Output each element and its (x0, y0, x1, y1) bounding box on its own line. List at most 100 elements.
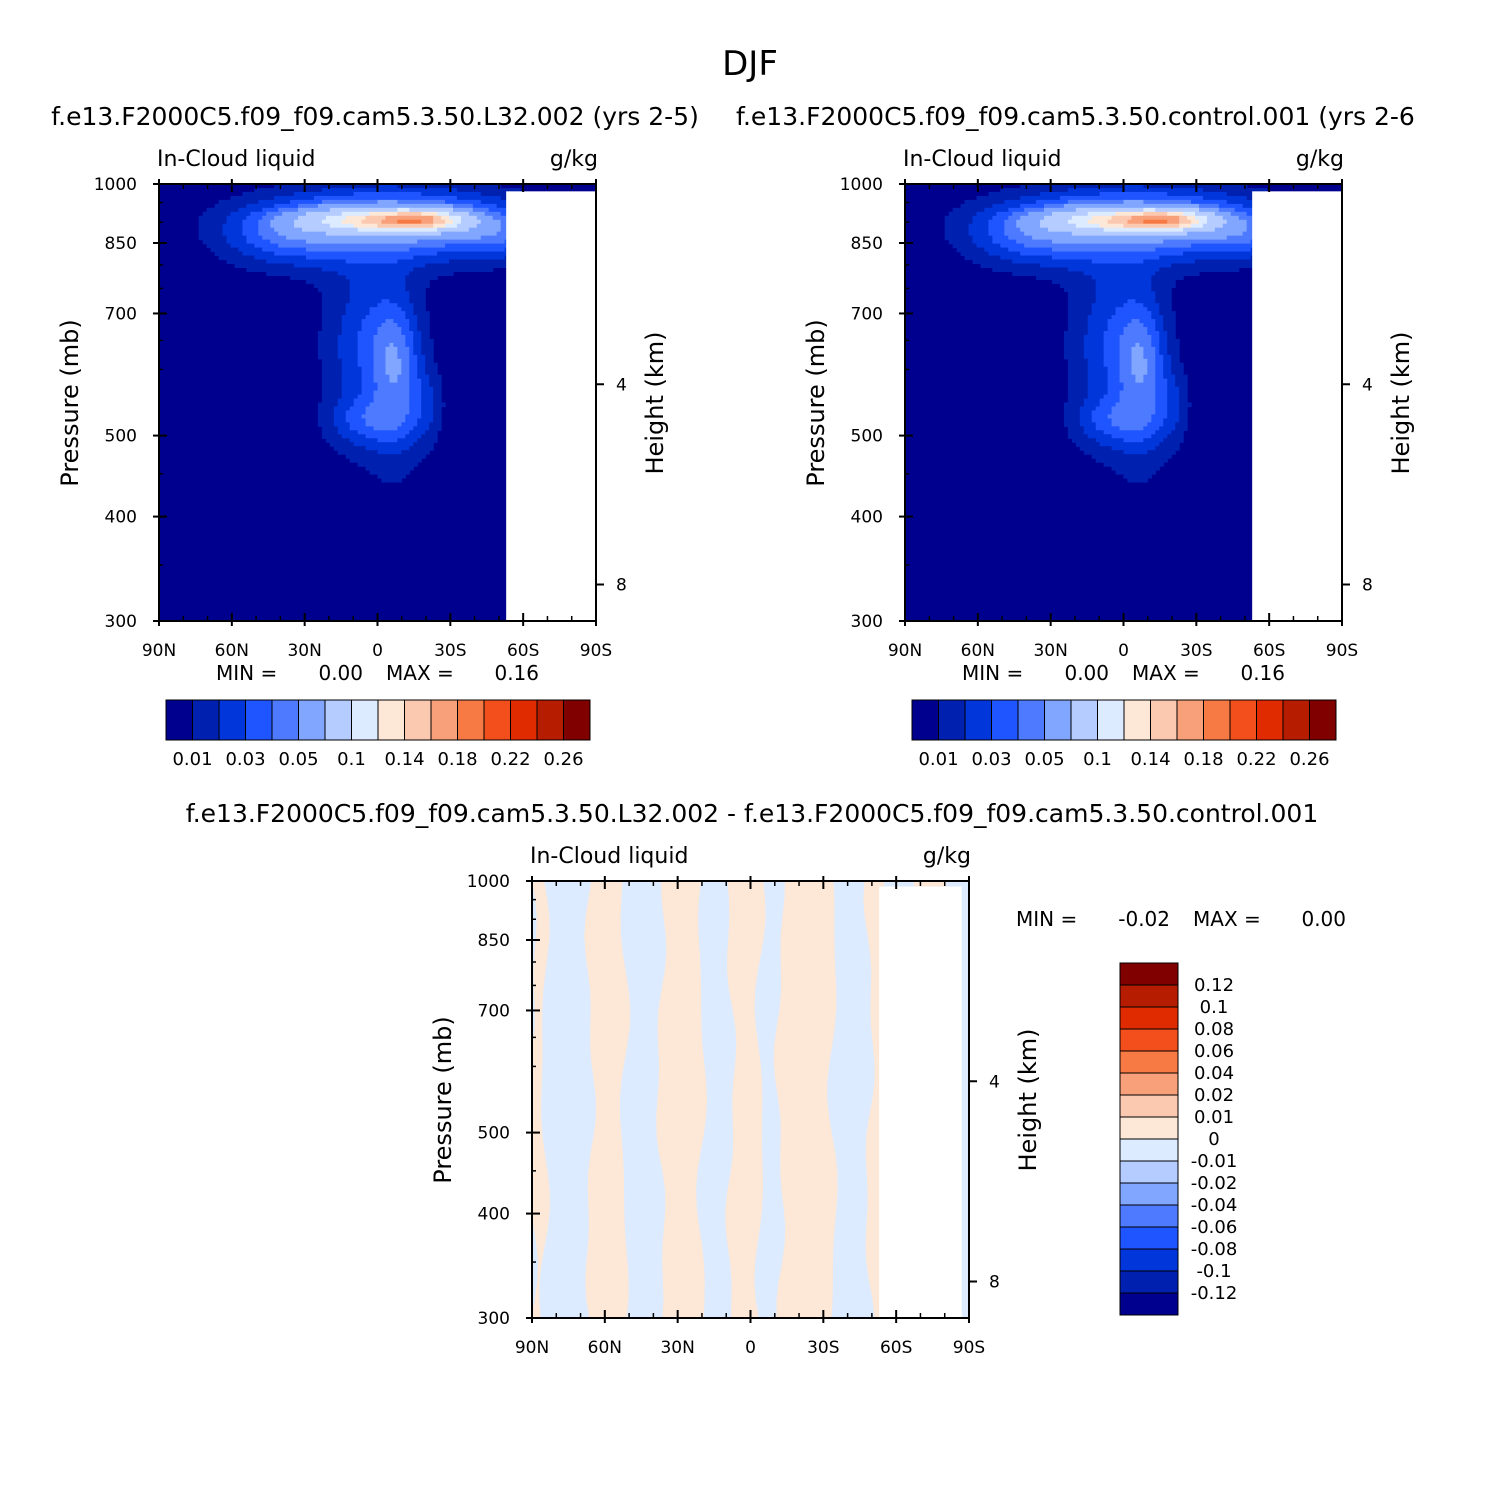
contour-cell (421, 378, 430, 384)
contour-cell (373, 426, 398, 431)
contour-cell (373, 374, 391, 380)
contour-cell (409, 362, 418, 368)
contour-cell (1036, 275, 1093, 280)
contour-cell (1083, 398, 1101, 404)
contour-cell (270, 219, 295, 225)
contour-cell (1155, 446, 1180, 451)
contour-cell (262, 207, 279, 213)
contour-cell (1131, 346, 1144, 352)
contour-cell (1143, 207, 1156, 213)
contour-cell (1067, 199, 1125, 205)
contour-cell (1143, 259, 1196, 265)
contour-cell (333, 422, 351, 427)
contour-cell (1067, 370, 1089, 376)
contour-cell (1083, 342, 1105, 348)
contour-cell (1091, 414, 1109, 419)
contour-cell (198, 235, 228, 241)
contour-cell (1059, 195, 1204, 201)
contour-cell (218, 199, 259, 205)
contour-cell (1226, 199, 1260, 205)
contour-cell (1103, 338, 1121, 344)
contour-cell (433, 410, 442, 416)
contour-region (584, 881, 631, 1318)
contour-cell (298, 215, 327, 221)
contour-cell (1179, 390, 1188, 396)
contour-cell (1095, 426, 1121, 431)
contour-cell (409, 366, 418, 372)
contour-cell (445, 223, 458, 229)
contour-cell (389, 342, 394, 348)
contour-cell (480, 199, 514, 205)
contour-cell (964, 199, 1005, 205)
contour-cell (1012, 211, 1029, 217)
contour-cell (198, 227, 224, 233)
contour-cell (1020, 227, 1049, 233)
y-tick-label: 500 (851, 427, 883, 447)
contour-cell (1083, 350, 1105, 356)
contour-cell (1040, 219, 1069, 225)
contour-cell (1159, 350, 1168, 356)
contour-cell (1143, 378, 1156, 384)
contour-cell (317, 203, 454, 209)
contour-cell (1063, 354, 1085, 360)
contour-cell (1099, 398, 1121, 404)
contour-cell (1028, 211, 1053, 217)
contour-cell (401, 307, 414, 312)
x-tick-label: 30N (660, 1338, 694, 1358)
contour-cell (409, 406, 422, 412)
contour-cell (341, 219, 363, 225)
contour-cell (1155, 291, 1172, 296)
contour-cell (1103, 430, 1156, 435)
contour-cell (1155, 394, 1168, 400)
contour-cell (1067, 323, 1089, 328)
contour-cell (1155, 374, 1164, 380)
contour-cell (1167, 398, 1180, 404)
contour-cell (246, 235, 263, 241)
contour-cell (302, 227, 359, 233)
contour-cell (321, 398, 339, 404)
colorbar-swatch (1119, 1028, 1179, 1052)
contour-cell (357, 394, 375, 400)
contour-cell (1151, 275, 1184, 280)
contour-cell (337, 354, 359, 360)
contour-cell (286, 235, 482, 241)
contour-cell (389, 299, 410, 304)
contour-cell (413, 350, 422, 356)
contour-cell (1214, 211, 1232, 217)
contour-cell (1159, 442, 1180, 447)
contour-cell (1008, 247, 1053, 253)
contour-cell (1163, 323, 1176, 328)
contour-cell (341, 327, 363, 332)
contour-cell (393, 342, 406, 348)
y-tick-label: 500 (105, 427, 137, 447)
contour-cell (258, 227, 275, 233)
contour-cell (1151, 342, 1160, 348)
contour-cell (417, 362, 426, 368)
contour-cell (1111, 315, 1152, 320)
contour-cell (1051, 211, 1089, 217)
contour-cell (1111, 434, 1152, 439)
colorbar-swatch (563, 699, 591, 741)
contour-cell (321, 434, 343, 439)
contour-cell (1119, 370, 1133, 376)
contour-cell (1107, 382, 1125, 388)
contour-cell (317, 350, 339, 356)
contour-cell (242, 227, 259, 233)
y-tick-label: 1000 (840, 175, 883, 195)
contour-cell (401, 370, 410, 376)
contour-cell (1123, 223, 1180, 229)
contour-cell (1167, 191, 1228, 197)
contour-cell (1155, 271, 1200, 276)
contour-cell (1218, 203, 1244, 209)
contour-cell (325, 231, 442, 237)
contour-cell (1163, 418, 1180, 423)
contour-cell (968, 223, 990, 229)
contour-cell (377, 199, 398, 205)
height-tick-label: 4 (989, 1072, 1000, 1092)
x-tick-label: 60S (1253, 641, 1285, 661)
colorbar-swatch (1119, 1292, 1179, 1316)
colorbar-label: 0.26 (1289, 749, 1329, 770)
contour-cell (1155, 410, 1168, 416)
contour-cell (230, 243, 255, 249)
contour-cell (437, 211, 450, 217)
